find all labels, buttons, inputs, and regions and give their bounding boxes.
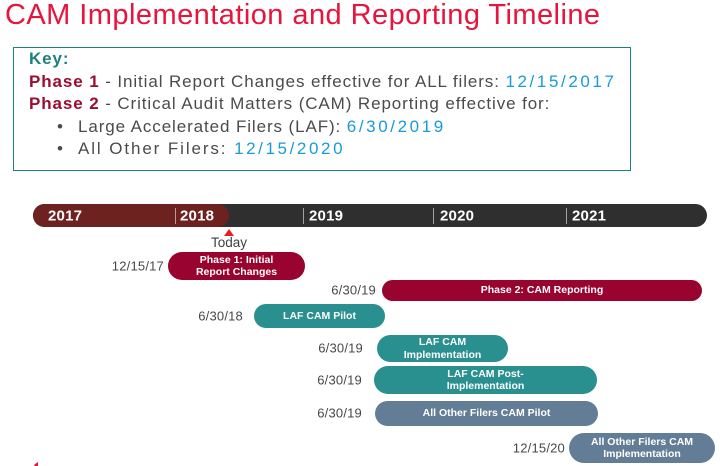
bar-laf-cam-post-implementation: LAF CAM Post- Implementation [374, 366, 597, 394]
key-phase2-line: Phase 2 - Critical Audit Matters (CAM) R… [29, 93, 617, 116]
row-date-laf-pilot: 6/30/18 [198, 308, 243, 324]
key-phase1-label: Phase 1 [29, 71, 100, 91]
bar-phase2-cam-reporting: Phase 2: CAM Reporting [382, 280, 702, 301]
year-label-2019: 2019 [309, 207, 344, 224]
key-heading: Key: [29, 49, 70, 68]
key-phase1-text: - Initial Report Changes effective for A… [99, 71, 506, 91]
bar-laf-cam-pilot: LAF CAM Pilot [254, 304, 385, 328]
key-bullet-laf-date: 6/30/2019 [346, 116, 446, 136]
year-label-2021: 2021 [572, 207, 607, 224]
bar-all-other-filers-cam-implementation: All Other Filers CAM Implementation [569, 433, 715, 463]
key-bullet-other-date: 12/15/2020 [234, 139, 346, 158]
row-date-other-impl: 12/15/20 [512, 440, 565, 456]
key-phase1-line: Phase 1 - Initial Report Changes effecti… [29, 71, 617, 94]
key-text: Key: Phase 1 - Initial Report Changes ef… [29, 48, 617, 161]
today-label: Today [210, 235, 248, 250]
key-bullet-laf-text: Large Accelerated Filers (LAF): [78, 116, 347, 136]
year-tick-2020 [433, 208, 434, 224]
key-bullet-other-text: All Other Filers: [78, 139, 235, 158]
row-date-other-pilot: 6/30/19 [317, 405, 362, 421]
key-bullet-other: • All Other Filers: 12/15/2020 [29, 138, 617, 161]
today-marker-icon [224, 229, 234, 236]
bar-phase1-initial-report-changes: Phase 1: Initial Report Changes [168, 252, 305, 280]
row-date-laf-post: 6/30/19 [317, 372, 362, 388]
year-tick-2018 [175, 208, 176, 224]
logo-fragment [34, 462, 38, 466]
bar-all-other-filers-cam-pilot: All Other Filers CAM Pilot [375, 401, 598, 426]
row-date-phase1: 12/15/17 [111, 258, 164, 274]
timeline-elapsed-segment [33, 204, 229, 227]
bar-laf-cam-implementation: LAF CAM Implementation [377, 335, 508, 362]
year-label-2017: 2017 [48, 207, 83, 224]
row-date-laf-impl: 6/30/19 [318, 340, 363, 356]
year-tick-2019 [303, 208, 304, 224]
bullet-icon: • [57, 139, 64, 158]
key-phase2-label: Phase 2 [29, 94, 100, 113]
year-label-2018: 2018 [180, 207, 215, 224]
row-date-phase2: 6/30/19 [331, 282, 376, 298]
key-phase2-text: - Critical Audit Matters (CAM) Reporting… [99, 94, 551, 113]
bullet-icon: • [57, 116, 64, 136]
key-phase1-date: 12/15/2017 [505, 71, 617, 91]
page-title: CAM Implementation and Reporting Timelin… [5, 0, 601, 31]
year-tick-2021 [566, 208, 567, 224]
key-box: Key: Phase 1 - Initial Report Changes ef… [13, 47, 631, 171]
timeline-axis: 2017 2018 2019 2020 2021 [33, 204, 707, 227]
key-bullet-laf: • Large Accelerated Filers (LAF): 6/30/20… [29, 116, 617, 139]
year-label-2020: 2020 [440, 207, 475, 224]
